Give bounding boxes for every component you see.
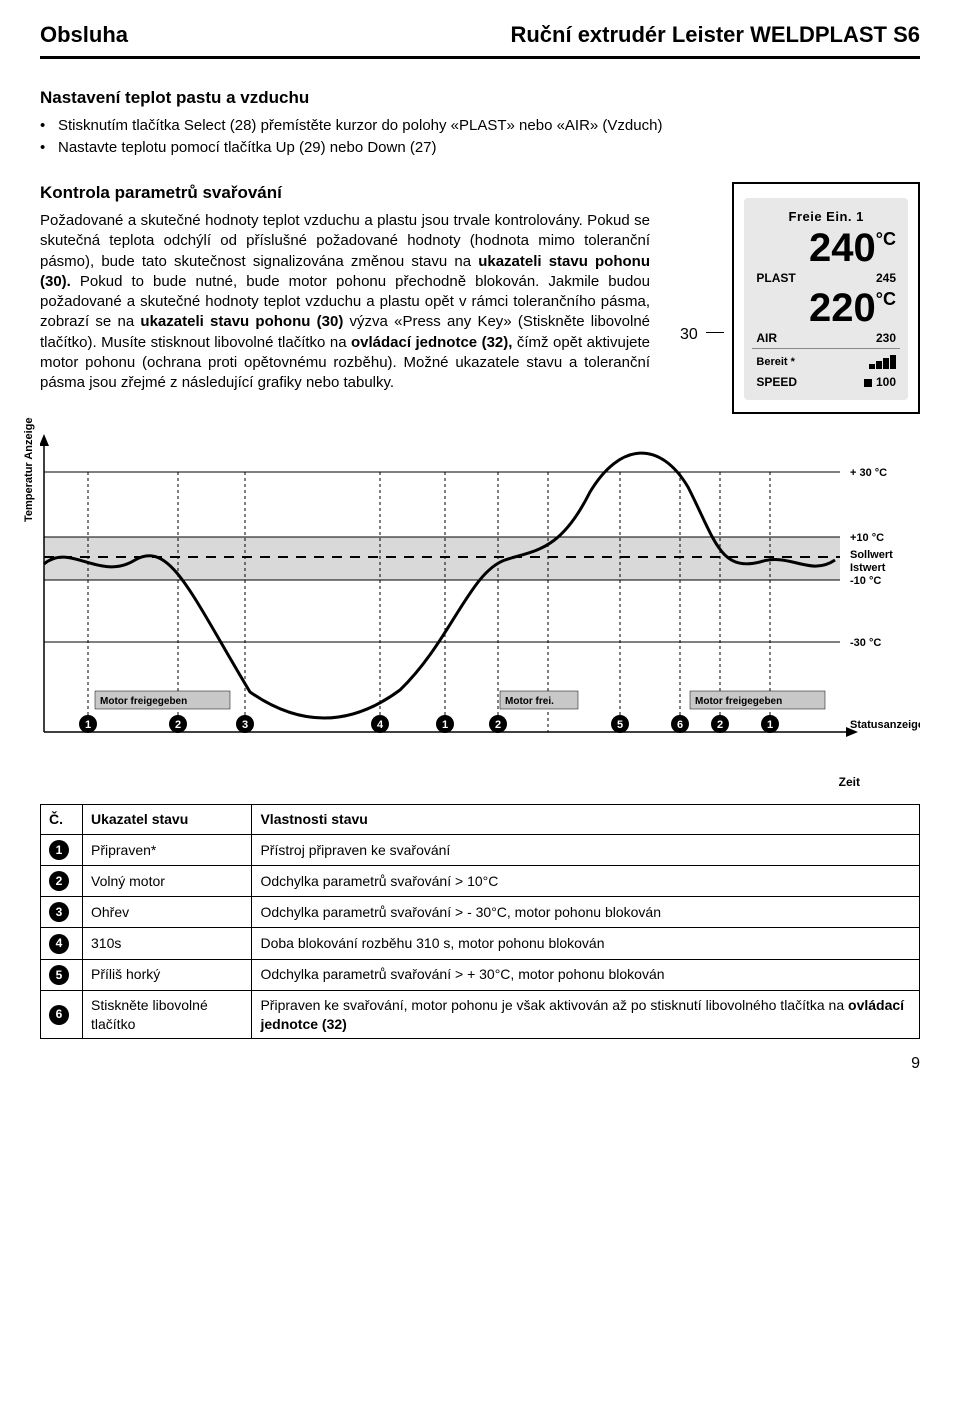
section2-title: Kontrola parametrů svařování <box>40 182 650 205</box>
svg-text:Motor freigegeben: Motor freigegeben <box>100 696 187 707</box>
svg-text:1: 1 <box>442 719 448 731</box>
bullet-item: •Stisknutím tlačítka Select (28) přemíst… <box>40 116 920 136</box>
status-row: Bereit * <box>756 355 896 370</box>
table-row: 3OhřevOdchylka parametrů svařování > - 3… <box>41 897 920 928</box>
section1-title: Nastavení teplot pastu a vzduchu <box>40 87 920 110</box>
svg-text:Statusanzeige: Statusanzeige <box>850 719 920 731</box>
graph-ylabel: Temperatur Anzeige <box>22 418 37 523</box>
signal-bars-icon <box>869 355 896 369</box>
svg-text:+10 °C: +10 °C <box>850 532 884 544</box>
page-number: 9 <box>40 1053 920 1075</box>
callout-number: 30 <box>680 324 698 346</box>
svg-text:1: 1 <box>767 719 773 731</box>
section-settings: Nastavení teplot pastu a vzduchu •Stiskn… <box>40 87 920 158</box>
air-big: 220°C <box>756 288 896 328</box>
svg-text:Sollwert: Sollwert <box>850 549 893 561</box>
svg-text:4: 4 <box>377 719 384 731</box>
svg-text:Motor freigegeben: Motor freigegeben <box>695 696 782 707</box>
zeit-label: Zeit <box>40 774 920 790</box>
header-right: Ruční extrudér Leister WELDPLAST S6 <box>510 20 920 50</box>
table-header: Č. <box>41 805 83 835</box>
table-row: 2Volný motorOdchylka parametrů svařování… <box>41 866 920 897</box>
svg-text:1: 1 <box>85 719 91 731</box>
svg-text:-30 °C: -30 °C <box>850 637 881 649</box>
section2-paragraph: Požadované a skutečné hodnoty teplot vzd… <box>40 211 650 393</box>
display-title: Freie Ein. 1 <box>756 208 896 226</box>
section2-body: Kontrola parametrů svařování Požadované … <box>40 182 650 414</box>
tolerance-graph: Temperatur Anzeige Motor freigegebenMoto… <box>40 432 920 762</box>
bullet-item: •Nastavte teplotu pomocí tlačítka Up (29… <box>40 138 920 158</box>
table-row: 5Příliš horkýOdchylka parametrů svařován… <box>41 959 920 990</box>
plast-row: PLAST245 <box>756 270 896 286</box>
table-header: Ukazatel stavu <box>83 805 252 835</box>
status-table: Č.Ukazatel stavuVlastnosti stavu 1Připra… <box>40 804 920 1039</box>
lcd-panel: Freie Ein. 1 240°C PLAST245 220°C AIR230… <box>732 182 920 414</box>
svg-text:Istwert: Istwert <box>850 562 886 574</box>
section-control: Kontrola parametrů svařování Požadované … <box>40 182 920 414</box>
page-header: Obsluha Ruční extrudér Leister WELDPLAST… <box>40 20 920 59</box>
svg-text:2: 2 <box>717 719 723 731</box>
air-row: AIR230 <box>756 330 896 346</box>
svg-text:5: 5 <box>617 719 623 731</box>
display-callout: 30 Freie Ein. 1 240°C PLAST245 220°C AIR… <box>680 182 920 414</box>
svg-text:2: 2 <box>175 719 181 731</box>
table-row: 1Připraven*Přístroj připraven ke svařová… <box>41 835 920 866</box>
svg-text:3: 3 <box>242 719 248 731</box>
table-header: Vlastnosti stavu <box>252 805 920 835</box>
callout-line <box>706 332 725 333</box>
graph-svg: Motor freigegeben Motor frei. Motor freige… <box>40 432 920 762</box>
table-row: 4310sDoba blokování rozběhu 310 s, motor… <box>41 928 920 959</box>
table-row: 6Stiskněte libovolné tlačítkoPřipraven k… <box>41 990 920 1039</box>
speed-row: SPEED 100 <box>756 374 896 390</box>
header-left: Obsluha <box>40 20 128 50</box>
svg-text:+ 30 °C: + 30 °C <box>850 467 887 479</box>
svg-text:-10 °C: -10 °C <box>850 575 881 587</box>
svg-text:6: 6 <box>677 719 683 731</box>
svg-text:2: 2 <box>495 719 501 731</box>
svg-text:Motor frei.: Motor frei. <box>505 696 554 707</box>
plast-big: 240°C <box>756 228 896 268</box>
